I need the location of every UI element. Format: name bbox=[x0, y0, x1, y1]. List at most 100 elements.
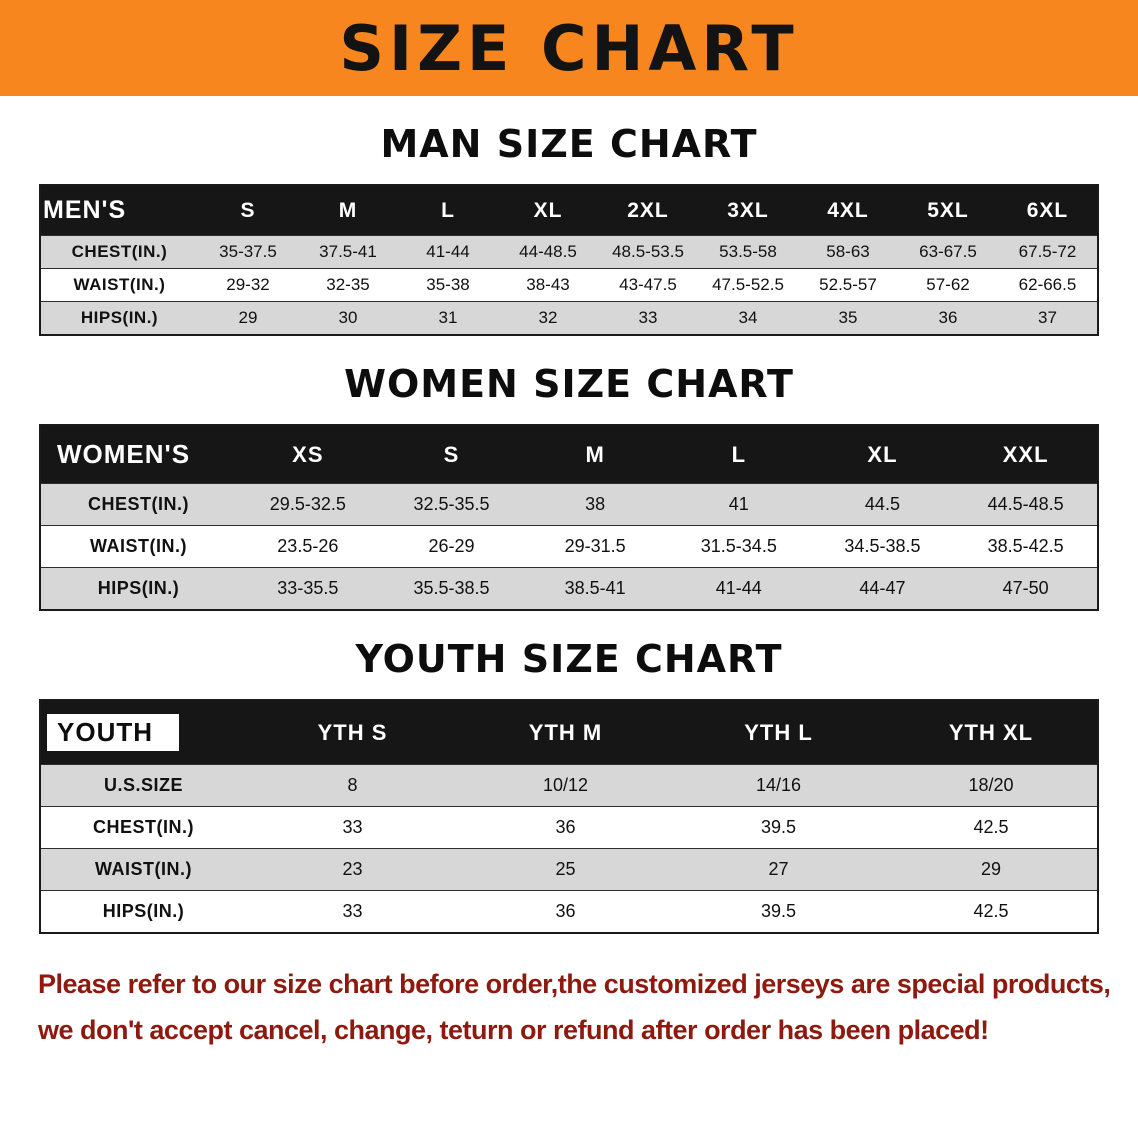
size-value: 36 bbox=[898, 301, 998, 335]
size-value: 35 bbox=[798, 301, 898, 335]
men-col-header-3xl: 3XL bbox=[698, 185, 798, 236]
size-value: 30 bbox=[298, 301, 398, 335]
men-col-header-m: M bbox=[298, 185, 398, 236]
size-value: 53.5-58 bbox=[698, 235, 798, 269]
column-header-text: L bbox=[731, 441, 747, 467]
column-header-text: YOUTH bbox=[47, 714, 179, 751]
size-value: 8 bbox=[246, 764, 459, 807]
size-value: 35.5-38.5 bbox=[379, 567, 524, 610]
youth-table-row: U.S.SIZE 8 10/12 14/16 18/20 bbox=[40, 764, 1098, 807]
size-value: 43-47.5 bbox=[598, 268, 698, 302]
size-value: 18/20 bbox=[885, 764, 1098, 807]
women-table-row: CHEST(IN.) 29.5-32.5 32.5-35.5 38 41 44.5 44.5… bbox=[40, 483, 1098, 526]
row-label: HIPS(IN.) bbox=[40, 890, 246, 933]
column-header-text: XXL bbox=[1002, 441, 1049, 467]
size-value: 33 bbox=[246, 806, 459, 849]
column-header-text: M bbox=[338, 198, 358, 222]
column-header-text: 2XL bbox=[627, 198, 669, 222]
men-col-header-2xl: 2XL bbox=[598, 185, 698, 236]
size-value: 39.5 bbox=[672, 890, 885, 933]
column-header-text: YTH S bbox=[317, 719, 388, 745]
size-chart-sections: MAN SIZE CHART MEN'S S M L XL 2XL 3XL 4XL 5XL 6XL C… bbox=[0, 122, 1138, 934]
size-value: 23 bbox=[246, 848, 459, 891]
column-header-text: L bbox=[441, 198, 455, 222]
column-header-text: WOMEN'S bbox=[57, 439, 191, 469]
size-value: 32-35 bbox=[298, 268, 398, 302]
size-value: 29.5-32.5 bbox=[236, 483, 380, 526]
size-value: 41-44 bbox=[398, 235, 498, 269]
men-size-table: MEN'S S M L XL 2XL 3XL 4XL 5XL 6XL CHEST(IN.) 35-37… bbox=[39, 184, 1099, 336]
size-value: 37 bbox=[998, 301, 1098, 335]
row-label: CHEST(IN.) bbox=[40, 483, 236, 526]
size-value: 35-37.5 bbox=[198, 235, 298, 269]
men-col-header-l: L bbox=[398, 185, 498, 236]
men-table-row: HIPS(IN.) 29 30 31 32 33 34 35 36 37 bbox=[40, 301, 1098, 335]
size-value: 42.5 bbox=[885, 890, 1098, 933]
size-value: 38-43 bbox=[498, 268, 598, 302]
women-table-row: HIPS(IN.) 33-35.5 35.5-38.5 38.5-41 41-44 44-… bbox=[40, 567, 1098, 610]
youth-table-row: CHEST(IN.) 33 36 39.5 42.5 bbox=[40, 806, 1098, 849]
row-label: CHEST(IN.) bbox=[40, 806, 246, 849]
size-value: 44.5-48.5 bbox=[954, 483, 1098, 526]
column-header-text: S bbox=[443, 441, 460, 467]
youth-col-header-yth-s: YTH S bbox=[246, 700, 459, 765]
size-value: 57-62 bbox=[898, 268, 998, 302]
section-heading-men: MAN SIZE CHART bbox=[380, 122, 758, 166]
youth-table-row: HIPS(IN.) 33 36 39.5 42.5 bbox=[40, 890, 1098, 933]
women-header-row: WOMEN'S XS S M L XL XXL bbox=[40, 425, 1098, 484]
column-header-text: XS bbox=[292, 441, 324, 467]
size-value: 29-32 bbox=[198, 268, 298, 302]
men-col-header-6xl: 6XL bbox=[998, 185, 1098, 236]
footer-note: Please refer to our size chart before or… bbox=[38, 962, 1138, 1054]
women-col-header-xs: XS bbox=[236, 425, 380, 484]
row-label: U.S.SIZE bbox=[40, 764, 246, 807]
size-value: 34 bbox=[698, 301, 798, 335]
column-header-text: YTH M bbox=[528, 719, 603, 745]
column-header-text: YTH XL bbox=[948, 719, 1034, 745]
size-value: 63-67.5 bbox=[898, 235, 998, 269]
women-group-label: WOMEN'S bbox=[40, 425, 236, 484]
size-value: 33-35.5 bbox=[236, 567, 380, 610]
column-header-text: XL bbox=[867, 441, 898, 467]
size-value: 32.5-35.5 bbox=[379, 483, 524, 526]
youth-col-header-yth-m: YTH M bbox=[459, 700, 672, 765]
size-value: 39.5 bbox=[672, 806, 885, 849]
size-value: 31 bbox=[398, 301, 498, 335]
section-heading-youth: YOUTH SIZE CHART bbox=[355, 637, 783, 681]
size-value: 44.5 bbox=[810, 483, 955, 526]
size-value: 38.5-42.5 bbox=[954, 525, 1098, 568]
size-value: 27 bbox=[672, 848, 885, 891]
size-value: 25 bbox=[459, 848, 672, 891]
size-value: 37.5-41 bbox=[298, 235, 398, 269]
women-col-header-s: S bbox=[379, 425, 524, 484]
row-label: WAIST(IN.) bbox=[40, 525, 236, 568]
size-value: 41 bbox=[666, 483, 811, 526]
banner-title: SIZE CHART bbox=[339, 11, 799, 85]
size-value: 29 bbox=[198, 301, 298, 335]
column-header-text: YTH L bbox=[744, 719, 813, 745]
size-value: 34.5-38.5 bbox=[810, 525, 955, 568]
youth-table-row: WAIST(IN.) 23 25 27 29 bbox=[40, 848, 1098, 891]
men-group-label: MEN'S bbox=[40, 185, 198, 236]
column-header-text: M bbox=[585, 441, 605, 467]
size-value: 26-29 bbox=[379, 525, 524, 568]
size-chart-banner: SIZE CHART bbox=[0, 0, 1138, 96]
women-col-header-l: L bbox=[666, 425, 811, 484]
row-label: CHEST(IN.) bbox=[40, 235, 198, 269]
column-header-text: XL bbox=[533, 198, 563, 222]
size-value: 32 bbox=[498, 301, 598, 335]
youth-col-header-yth-l: YTH L bbox=[672, 700, 885, 765]
column-header-text: S bbox=[240, 198, 256, 222]
size-value: 14/16 bbox=[672, 764, 885, 807]
size-value: 44-48.5 bbox=[498, 235, 598, 269]
size-value: 33 bbox=[246, 890, 459, 933]
men-col-header-s: S bbox=[198, 185, 298, 236]
youth-group-label: YOUTH bbox=[40, 700, 246, 765]
youth-header-row: YOUTH YTH S YTH M YTH L YTH XL bbox=[40, 700, 1098, 765]
youth-col-header-yth-xl: YTH XL bbox=[885, 700, 1098, 765]
column-header-text: 6XL bbox=[1026, 198, 1069, 222]
women-col-header-m: M bbox=[523, 425, 667, 484]
section-heading-women: WOMEN SIZE CHART bbox=[344, 362, 794, 406]
size-value: 47-50 bbox=[954, 567, 1098, 610]
